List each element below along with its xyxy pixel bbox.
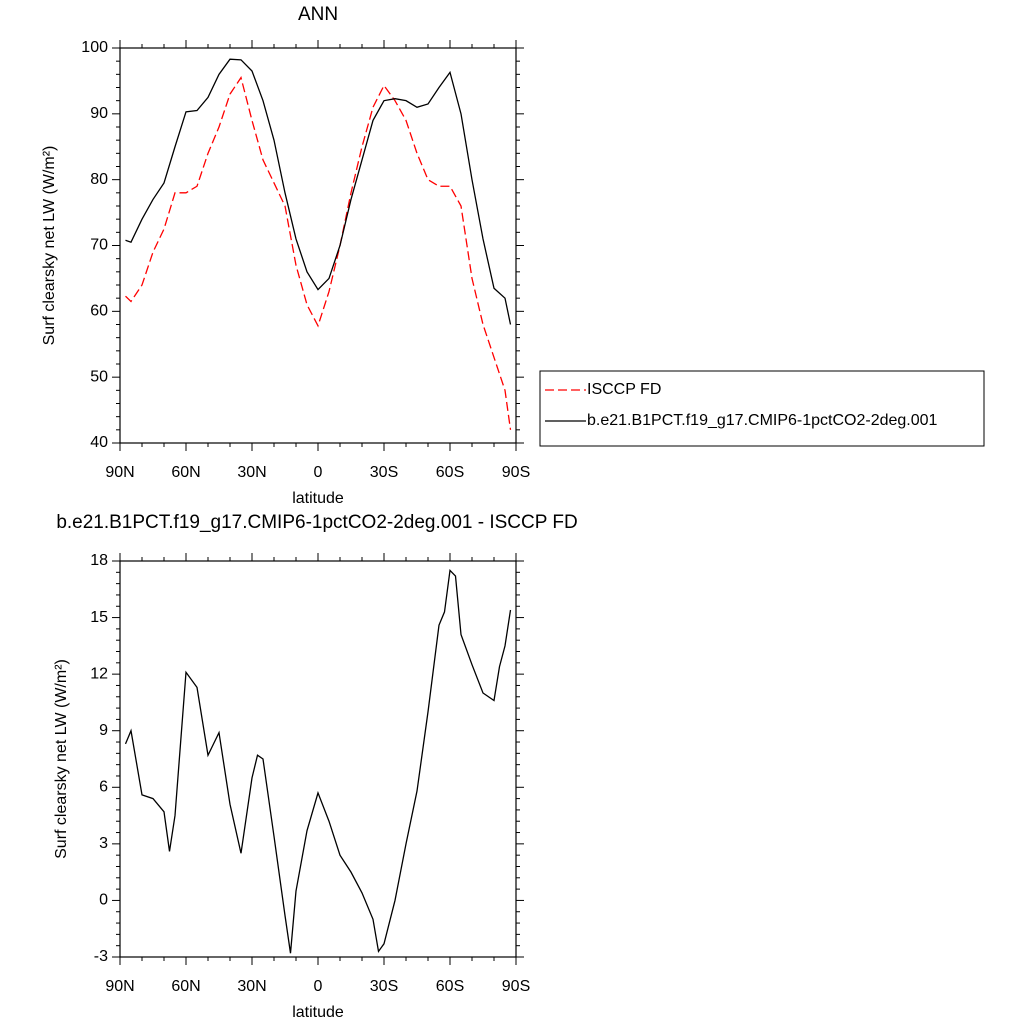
y-tick-label: -3 (94, 948, 108, 965)
y-tick-label: 80 (90, 171, 108, 188)
y-tick-label: 18 (90, 552, 108, 569)
y-tick-label: 90 (90, 105, 108, 122)
plot-frame (119, 47, 517, 444)
chart-title: b.e21.B1PCT.f19_g17.CMIP6-1pctCO2-2deg.0… (56, 512, 577, 533)
legend-box (539, 370, 985, 447)
x-tick-label: 0 (314, 464, 323, 481)
y-tick-label: 50 (90, 368, 108, 385)
x-tick-label: 90S (502, 978, 530, 995)
x-tick-label: 30N (237, 464, 266, 481)
x-tick-label: 90S (502, 464, 530, 481)
x-tick-label: 60N (171, 464, 200, 481)
y-tick-label: 60 (90, 303, 108, 320)
data-line (125, 58, 512, 325)
y-tick-label: 12 (90, 665, 108, 682)
chart-title: ANN (298, 4, 338, 25)
y-axis-label: Surf clearsky net LW (W/m²) (41, 146, 58, 346)
data-line (124, 569, 512, 954)
x-tick-label: 90N (105, 978, 134, 995)
x-axis-label: latitude (292, 490, 344, 507)
legend-label: ISCCP FD (587, 381, 661, 398)
y-tick-label: 9 (99, 722, 108, 739)
x-tick-label: 90N (105, 464, 134, 481)
y-tick-label: 0 (99, 892, 108, 909)
x-axis-label: latitude (292, 1004, 344, 1021)
x-tick-label: 60N (171, 978, 200, 995)
data-line (125, 76, 512, 430)
y-tick-label: 15 (90, 609, 108, 626)
y-tick-label: 3 (99, 835, 108, 852)
legend-label: b.e21.B1PCT.f19_g17.CMIP6-1pctCO2-2deg.0… (587, 412, 938, 429)
y-tick-label: 40 (90, 434, 108, 451)
x-tick-label: 30N (237, 978, 266, 995)
y-tick-label: 100 (81, 39, 108, 56)
x-tick-label: 30S (370, 978, 398, 995)
x-tick-label: 60S (436, 464, 464, 481)
plot-frame (119, 560, 517, 958)
y-axis-label: Surf clearsky net LW (W/m²) (53, 659, 70, 859)
x-tick-label: 60S (436, 978, 464, 995)
x-tick-label: 30S (370, 464, 398, 481)
y-tick-label: 70 (90, 237, 108, 254)
x-tick-label: 0 (314, 978, 323, 995)
y-tick-label: 6 (99, 779, 108, 796)
